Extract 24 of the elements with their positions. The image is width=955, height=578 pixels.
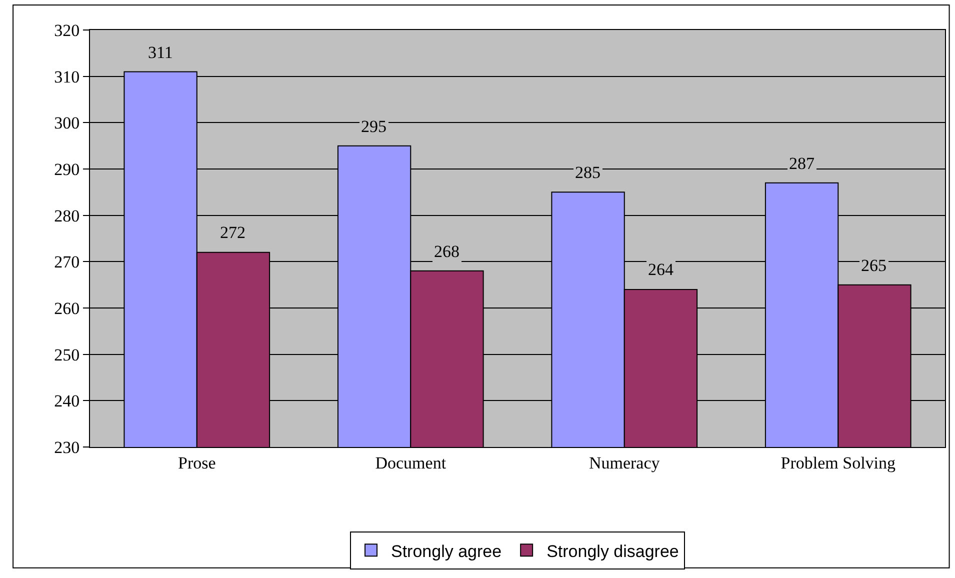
y-tick-label: 230 [54,438,80,457]
y-tick-label: 250 [54,345,80,364]
x-tick-label: Numeracy [588,453,660,472]
data-label: 285 [575,163,600,182]
y-tick-label: 280 [54,206,80,226]
legend-label: Strongly agree [391,542,502,561]
data-label: 264 [648,260,674,279]
x-tick-label: Problem Solving [780,453,896,472]
legend-label: Strongly disagree [546,542,679,561]
data-label: 311 [148,43,173,62]
data-label: 272 [220,223,246,242]
y-tick-label: 290 [54,160,80,179]
y-tick-label: 240 [54,392,80,411]
y-tick-label: 260 [54,298,80,318]
data-label: 295 [361,117,386,136]
data-label: 287 [789,154,815,173]
data-label: 265 [861,256,886,275]
data-label: 268 [434,242,460,261]
y-tick-label: 310 [54,67,80,86]
x-tick-label: Document [375,453,446,472]
y-tick-label: 320 [54,20,80,40]
x-tick-label: Prose [178,453,216,472]
y-tick-label: 270 [54,252,80,272]
y-tick-label: 300 [54,114,80,133]
